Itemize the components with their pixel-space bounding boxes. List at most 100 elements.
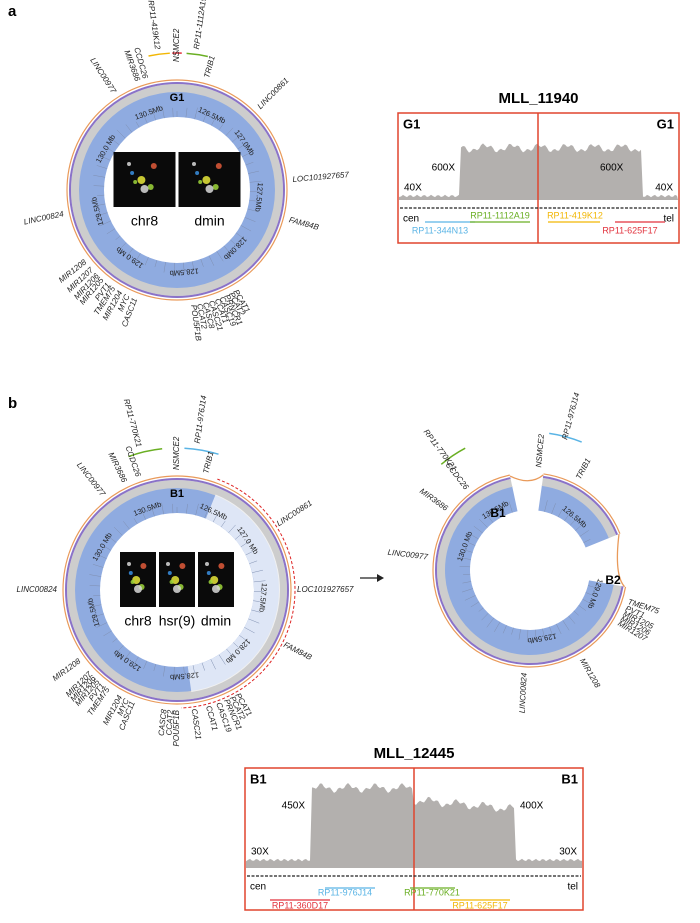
signal-dot: [131, 580, 135, 584]
gene-label: LINC00861: [256, 76, 291, 111]
depth-label: 600X: [432, 163, 456, 174]
image-label: dmin: [201, 613, 231, 629]
signal-dot: [166, 562, 170, 566]
signal-dot: [206, 185, 214, 193]
signal-dot: [148, 184, 154, 190]
signal-dot: [209, 580, 213, 584]
probe-label: RP11-976J14: [318, 887, 372, 897]
gene-label: LINC00824: [518, 672, 529, 713]
gene-label: RP11-419K12: [146, 0, 162, 50]
gene-label: POU5F1B: [172, 709, 181, 746]
gene-label: LOC101927657: [292, 170, 350, 184]
arrow-head: [377, 574, 384, 582]
gene-label: MIR1208: [578, 657, 602, 690]
probe-label: RP11-1112A19: [470, 210, 530, 220]
depth-label: 600X: [600, 163, 624, 174]
signal-dot: [133, 180, 137, 184]
junction-label: B2: [605, 573, 621, 587]
gene-label: CASC21: [190, 708, 203, 740]
depth-label: 40X: [655, 183, 673, 194]
tel-label: tel: [567, 882, 578, 893]
signal-dot: [129, 571, 133, 575]
gene-label: LINC00861: [275, 498, 314, 528]
signal-dot: [127, 162, 131, 166]
image-label: hsr(9): [159, 613, 196, 629]
gene-label: MIR3686: [106, 451, 129, 485]
gene-label: RP11-976J14: [560, 391, 581, 441]
track-ring: [75, 88, 279, 292]
signal-dot: [207, 571, 211, 575]
panel-label: b: [8, 395, 17, 412]
probe-label: RP11-625F17: [602, 225, 657, 235]
gene-label: NSMCE2: [172, 28, 181, 62]
image-label: chr8: [124, 613, 151, 629]
probe-label: RP11-344N13: [412, 225, 468, 235]
junction-link: [510, 475, 543, 481]
depth-label: 400X: [520, 801, 544, 812]
gene-label: FAM84B: [288, 215, 320, 232]
depth-label: 30X: [559, 847, 577, 858]
signal-dot: [205, 562, 209, 566]
gene-label: NSMCE2: [172, 436, 181, 470]
depth-label: 450X: [282, 801, 306, 812]
gene-label: LINC00824: [17, 585, 58, 594]
depth-label: 30X: [251, 847, 269, 858]
signal-dot: [134, 585, 142, 593]
signal-dot: [216, 163, 222, 169]
gene-label: NSMCE2: [534, 433, 546, 468]
gene-label: RP11-770K21: [122, 398, 144, 448]
cen-label: cen: [250, 882, 266, 893]
signal-dot: [195, 171, 199, 175]
gene-label: LINC00977: [387, 548, 429, 562]
probe-arc: [187, 53, 208, 56]
gene-label: MIR3686: [418, 486, 450, 513]
probe-arc: [149, 53, 170, 56]
signal-dot: [202, 176, 210, 184]
signal-dot: [170, 580, 174, 584]
cen-label: cen: [403, 214, 419, 225]
signal-dot: [151, 163, 157, 169]
image-label: chr8: [131, 213, 158, 229]
signal-dot: [141, 185, 149, 193]
signal-dot: [130, 171, 134, 175]
coverage-title: MLL_12445: [374, 745, 455, 762]
signal-dot: [212, 585, 220, 593]
depth-label: 40X: [404, 183, 422, 194]
signal-dot: [168, 571, 172, 575]
image-label: dmin: [194, 213, 224, 229]
gene-label: RP11-976J14: [193, 394, 209, 444]
gene-label: TRIB1: [202, 55, 217, 79]
gene-label: TRIB1: [201, 450, 215, 474]
gene-label: FAM84B: [282, 640, 314, 662]
junction-label: B1: [561, 771, 578, 786]
junction-label: G1: [170, 92, 185, 104]
signal-dot: [179, 563, 185, 569]
gene-label: TRIB1: [574, 457, 593, 481]
junction-label: G1: [657, 116, 674, 131]
signal-dot: [213, 184, 219, 190]
tel-label: tel: [663, 214, 674, 225]
gene-label: LOC101927657: [297, 585, 354, 594]
signal-dot: [198, 180, 202, 184]
junction-label: G1: [403, 116, 420, 131]
gene-label: LINC00977: [88, 56, 118, 95]
gene-label: LINC00977: [75, 461, 107, 499]
signal-dot: [192, 162, 196, 166]
signal-dot: [137, 176, 145, 184]
probe-label: RP11-625F17: [452, 900, 507, 910]
panel-label: a: [8, 3, 17, 20]
signal-dot: [173, 585, 181, 593]
probe-label: RP11-360D17: [272, 900, 328, 910]
coverage-title: MLL_11940: [498, 90, 578, 107]
junction-label: B1: [250, 771, 267, 786]
signal-dot: [140, 563, 146, 569]
gene-label: RP11-1112A19: [192, 0, 208, 50]
gene-label: LINC00824: [23, 209, 65, 226]
probe-label: RP11-770K21: [404, 887, 460, 897]
signal-dot: [218, 563, 224, 569]
probe-label: RP11-419K12: [547, 210, 603, 220]
junction-label: B1: [170, 488, 184, 500]
junction-label: B1: [490, 506, 506, 520]
